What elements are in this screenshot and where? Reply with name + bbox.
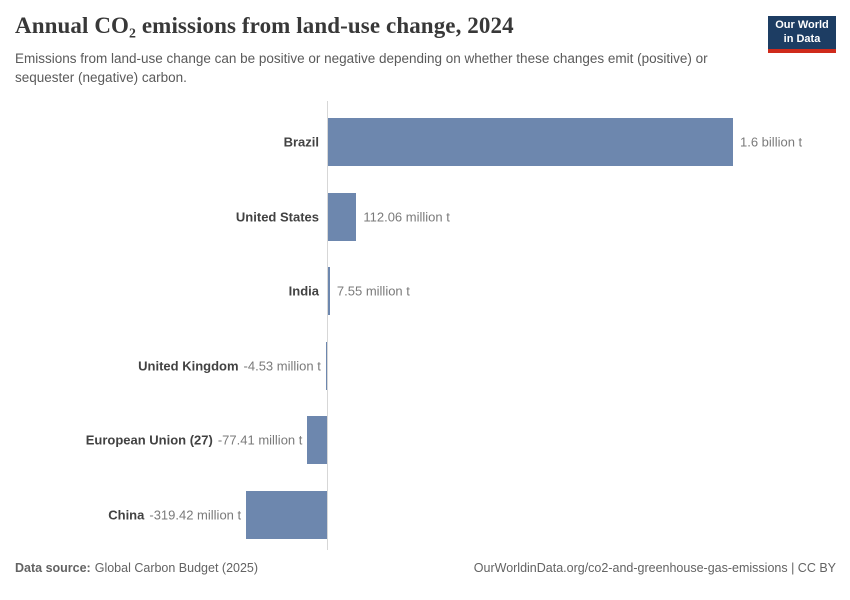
chart-subtitle: Emissions from land-use change can be po… — [15, 51, 708, 85]
chart-title: Annual CO₂ emissions from land-use chang… — [15, 13, 514, 38]
bar-united-states[interactable] — [328, 192, 357, 241]
value-label-united-states: 112.06 million t — [363, 209, 450, 225]
data-source-label: Data source: — [15, 561, 91, 575]
category-label-china: China — [108, 507, 145, 523]
category-label-european-union-27: European Union (27) — [85, 432, 213, 448]
owid-logo[interactable]: Our World in Data — [768, 16, 836, 53]
owid-logo-line2: in Data — [783, 32, 821, 45]
category-label-brazil: Brazil — [283, 134, 319, 150]
category-label-india: India — [288, 283, 319, 299]
owid-logo-line1: Our World — [775, 18, 829, 31]
chart-footer: Data source: Global Carbon Budget (2025) … — [15, 561, 836, 575]
category-and-value-label-china: China -319.42 million t — [0, 508, 241, 523]
bar-united-kingdom[interactable] — [325, 341, 327, 390]
bar-china[interactable] — [246, 491, 327, 539]
bar-brazil[interactable] — [328, 118, 733, 166]
license-link[interactable]: OurWorldinData.org/co2-and-greenhouse-ga… — [473, 561, 836, 575]
value-label-china: -319.42 million t — [149, 507, 242, 523]
value-label-india: 7.55 million t — [336, 283, 410, 299]
category-and-value-label-european-union-27: European Union (27) -77.41 million t — [0, 432, 303, 448]
value-label-brazil: 1.6 billion t — [740, 134, 803, 150]
owid-logo-box: Our World in Data — [768, 16, 836, 49]
owid-logo-accent-bar — [768, 49, 836, 53]
bar-european-union-27[interactable] — [307, 416, 327, 465]
category-label-united-kingdom: United Kingdom — [138, 358, 239, 374]
data-source-value: Global Carbon Budget (2025) — [94, 561, 259, 575]
bar-india[interactable] — [328, 267, 330, 316]
category-label-united-states: United States — [235, 209, 319, 225]
value-label-european-union-27: -77.41 million t — [217, 432, 303, 448]
zero-axis-line — [327, 101, 328, 550]
data-source-note: Data source: Global Carbon Budget (2025) — [15, 561, 258, 575]
value-label-united-kingdom: -4.53 million t — [243, 358, 321, 374]
category-and-value-label-united-kingdom: United Kingdom -4.53 million t — [0, 358, 321, 373]
